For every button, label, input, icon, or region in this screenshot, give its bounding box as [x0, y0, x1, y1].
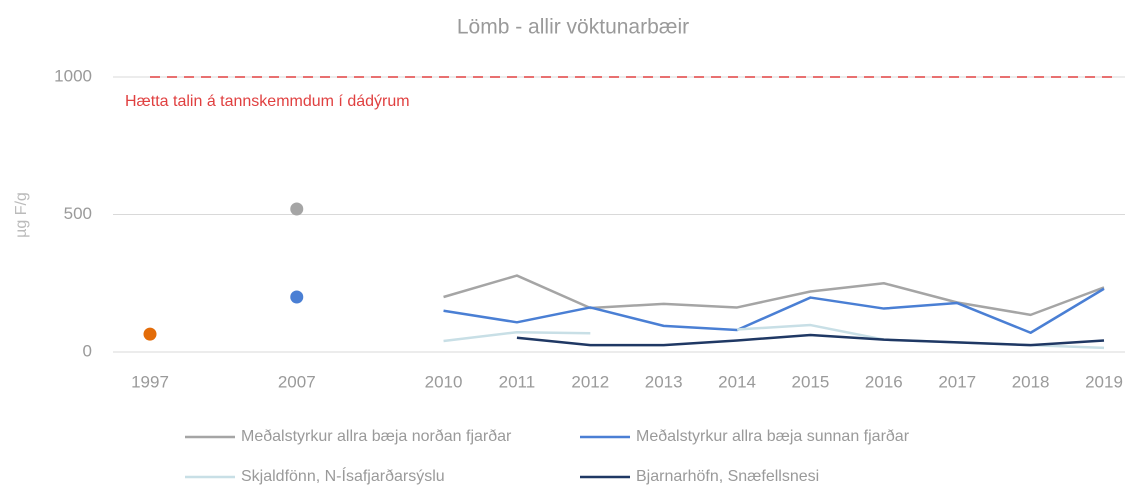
point — [290, 202, 304, 216]
x-tick-label: 2019 — [1085, 372, 1123, 391]
line — [516, 333, 1105, 347]
y-tick-label: 500 — [64, 204, 92, 223]
point — [143, 327, 157, 341]
chart-title: Lömb - allir vöktunarbæir — [457, 16, 689, 39]
x-tick-label: 2012 — [571, 372, 609, 391]
x-tick-label: 2010 — [425, 372, 463, 391]
legend-label: Bjarnarhöfn, Snæfellsnesi — [636, 468, 819, 485]
x-tick-label: 2016 — [865, 372, 903, 391]
line — [443, 330, 591, 343]
x-tick-label: 1997 — [131, 372, 169, 391]
x-tick-label: 2017 — [938, 372, 976, 391]
x-tick-label: 2007 — [278, 372, 316, 391]
legend-label: Meðalstyrkur allra bæja sunnan fjarðar — [636, 428, 910, 445]
line — [443, 287, 1105, 334]
y-tick-label: 1000 — [54, 66, 92, 85]
legend-label: Skjaldfönn, N-Ísafjarðarsýslu — [241, 466, 445, 485]
x-tick-label: 2015 — [792, 372, 830, 391]
x-tick-label: 2011 — [499, 372, 536, 391]
point — [290, 290, 304, 304]
line — [443, 274, 1105, 317]
x-tick-label: 2018 — [1012, 372, 1050, 391]
y-axis-label: µg F/g — [13, 192, 30, 238]
y-tick-label: 0 — [83, 341, 92, 360]
x-tick-label: 2013 — [645, 372, 683, 391]
legend-label: Meðalstyrkur allra bæja norðan fjarðar — [241, 428, 512, 445]
x-tick-label: 2014 — [718, 372, 756, 391]
reference-label: Hætta talin á tannskemmdum í dádýrum — [125, 93, 410, 110]
